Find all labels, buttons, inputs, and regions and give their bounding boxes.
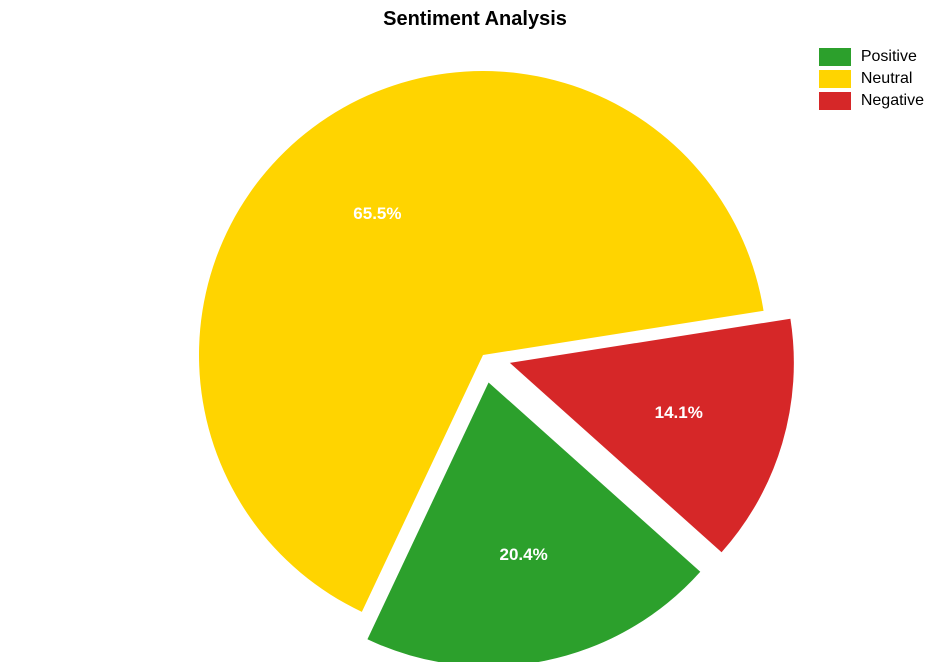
pie-chart-container: Sentiment Analysis Positive Neutral Nega… [0, 0, 950, 662]
legend-label-negative: Negative [861, 92, 924, 110]
chart-title: Sentiment Analysis [0, 8, 950, 31]
legend: Positive Neutral Negative [819, 48, 924, 114]
legend-item-negative: Negative [819, 92, 924, 110]
legend-swatch-positive [819, 48, 851, 66]
legend-swatch-negative [819, 92, 851, 110]
pie-chart-svg [0, 0, 950, 662]
slice-label-negative: 14.1% [655, 403, 703, 423]
legend-swatch-neutral [819, 70, 851, 88]
legend-label-neutral: Neutral [861, 70, 913, 88]
slice-label-positive: 20.4% [499, 545, 547, 565]
slice-label-neutral: 65.5% [353, 204, 401, 224]
legend-item-neutral: Neutral [819, 70, 924, 88]
legend-label-positive: Positive [861, 48, 917, 66]
legend-item-positive: Positive [819, 48, 924, 66]
